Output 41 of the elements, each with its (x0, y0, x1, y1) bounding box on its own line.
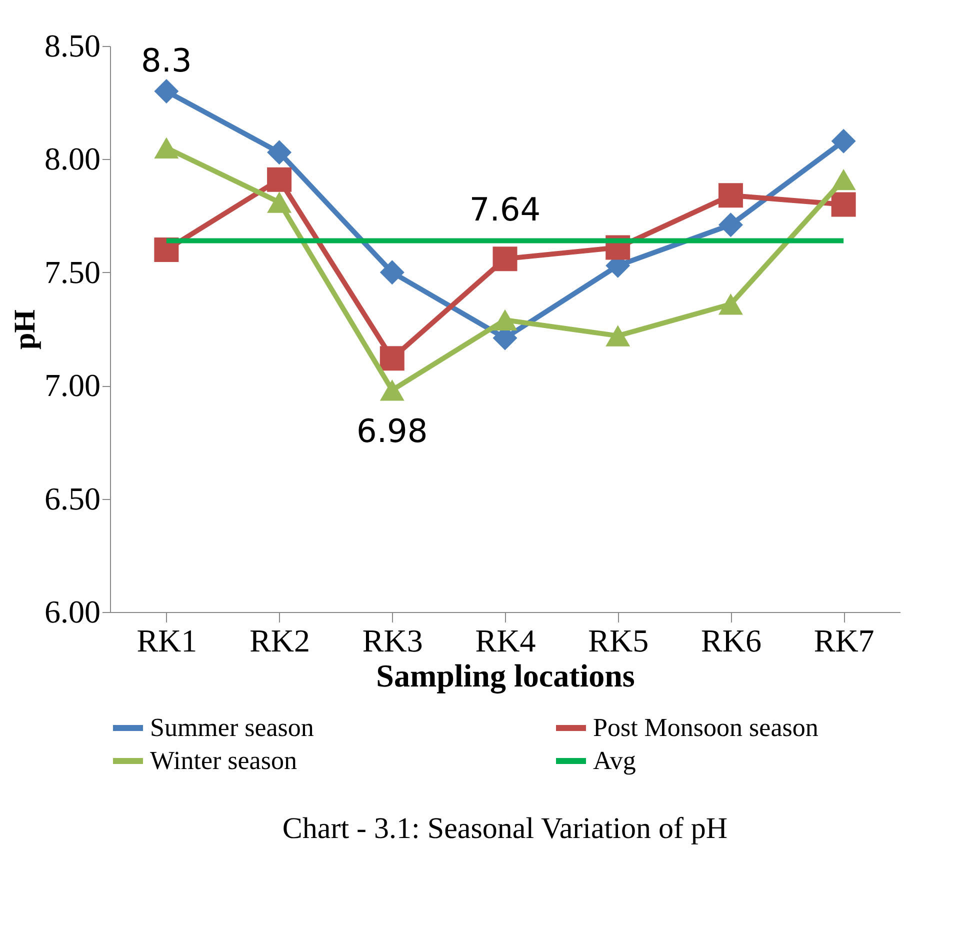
x-tick-label: RK4 (475, 622, 536, 658)
y-tick-label: 8.50 (44, 28, 100, 64)
y-tick-label: 6.50 (44, 480, 100, 516)
y-tick-label: 7.00 (44, 367, 100, 404)
text: Chart - 3.1: Seasonal Variation of pH (282, 812, 728, 845)
x-tick-label: RK3 (362, 622, 423, 658)
point (831, 168, 856, 190)
point (492, 246, 518, 272)
point (831, 128, 856, 154)
legend-label: Winter season (150, 746, 297, 775)
point (154, 238, 179, 262)
data-label: 8.3 (140, 41, 192, 80)
legend-label: Post Monsoon season (593, 713, 818, 742)
x-tick-label: RK5 (588, 622, 649, 658)
point (492, 309, 518, 331)
x-axis-title: Sampling locations (376, 658, 635, 694)
y-tick-label: 6.00 (44, 594, 100, 630)
data-label: 7.64 (469, 190, 541, 229)
point (380, 346, 404, 371)
point (154, 79, 179, 104)
y-tick-label: 8.00 (44, 140, 100, 177)
x-tick-label: RK7 (814, 622, 874, 658)
point (380, 380, 404, 401)
point (380, 260, 404, 285)
point (267, 192, 292, 213)
point (718, 212, 743, 238)
y-tick-label: 7.50 (44, 254, 100, 290)
point (154, 137, 179, 158)
point (718, 293, 743, 315)
point (718, 183, 743, 208)
legend-label: Summer season (150, 713, 314, 742)
x-tick-label: RK2 (250, 622, 310, 658)
point (831, 192, 856, 217)
x-tick-label: RK1 (136, 622, 198, 658)
legend-label: Avg (593, 746, 636, 775)
point (606, 325, 630, 346)
data-label: 6.98 (356, 412, 428, 450)
point (267, 167, 292, 192)
x-tick-label: RK6 (700, 622, 762, 658)
point (267, 140, 292, 165)
y-axis-title: pH (8, 309, 42, 350)
